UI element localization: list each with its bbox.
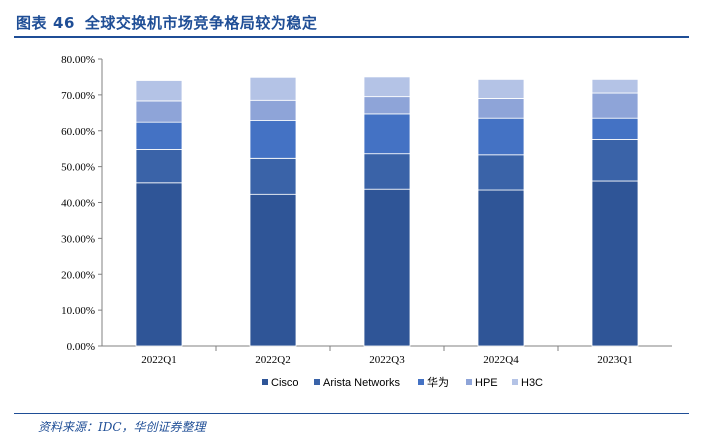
- y-tick-label: 10.00%: [61, 305, 95, 317]
- legend-label: H3C: [521, 377, 543, 389]
- bar-segment: [591, 139, 639, 182]
- bar-segment: [135, 182, 183, 347]
- bar-segment: [135, 100, 183, 123]
- legend-swatch: [314, 379, 320, 385]
- bar-segment: [363, 113, 411, 155]
- figure-number: 46: [53, 14, 75, 32]
- bar-segment: [363, 96, 411, 115]
- x-tick-label: 2022Q4: [483, 354, 519, 366]
- legend-label: Arista Networks: [323, 377, 401, 389]
- figure-title-text: 全球交换机市场竞争格局较为稳定: [84, 14, 318, 32]
- legend-label: Cisco: [271, 377, 299, 389]
- bar-segment: [591, 117, 639, 140]
- bar-segment: [249, 119, 297, 159]
- y-tick-label: 60.00%: [61, 126, 95, 138]
- figure-label: 图表: [16, 14, 48, 32]
- legend-swatch: [262, 379, 268, 385]
- bar-segment: [249, 158, 297, 195]
- legend-swatch: [418, 379, 424, 385]
- legend-swatch: [512, 379, 518, 385]
- bar-segment: [477, 154, 525, 191]
- legend-label: HPE: [475, 377, 498, 389]
- bar-segment: [363, 153, 411, 190]
- figure-header: 图表 46 全球交换机市场竞争格局较为稳定: [0, 0, 702, 40]
- bar-segment: [135, 149, 183, 184]
- bar-segment: [135, 121, 183, 150]
- bar-segment: [477, 117, 525, 156]
- bar-segment: [249, 76, 297, 101]
- bar-segment: [477, 79, 525, 99]
- bar-segment: [591, 79, 639, 94]
- stacked-bar-chart: 0.00% 10.00% 20.00% 30.00% 40.00% 50.00% 60.00…: [61, 54, 672, 389]
- legend-label: 华为: [427, 375, 449, 389]
- y-tick-label: 70.00%: [61, 90, 95, 102]
- y-tick-label: 50.00%: [61, 162, 95, 174]
- bar-segment: [249, 193, 297, 347]
- y-tick-label: 30.00%: [61, 233, 95, 245]
- bar-segment: [249, 99, 297, 121]
- x-tick-label: 2023Q1: [597, 354, 632, 366]
- x-tick-label: 2022Q1: [141, 354, 176, 366]
- legend-swatch: [466, 379, 472, 385]
- bar-segment: [135, 80, 183, 102]
- x-tick-label: 2022Q2: [255, 354, 290, 366]
- figure-title: 图表 46 全球交换机市场竞争格局较为稳定: [16, 12, 317, 33]
- bar-segment: [591, 92, 639, 119]
- bar-segment: [477, 98, 525, 119]
- y-tick-label: 80.00%: [61, 54, 95, 66]
- bottom-rule: [14, 413, 689, 414]
- y-tick-label: 0.00%: [67, 341, 95, 353]
- bar-segment: [591, 180, 639, 347]
- y-tick-label: 20.00%: [61, 269, 95, 281]
- bar-segment: [363, 76, 411, 98]
- bar-segment: [477, 189, 525, 347]
- top-rule: [14, 36, 689, 38]
- bar-segment: [363, 188, 411, 347]
- source-note: 资料来源：IDC，华创证券整理: [38, 420, 206, 434]
- y-tick-label: 40.00%: [61, 198, 95, 210]
- x-tick-label: 2022Q3: [369, 354, 405, 366]
